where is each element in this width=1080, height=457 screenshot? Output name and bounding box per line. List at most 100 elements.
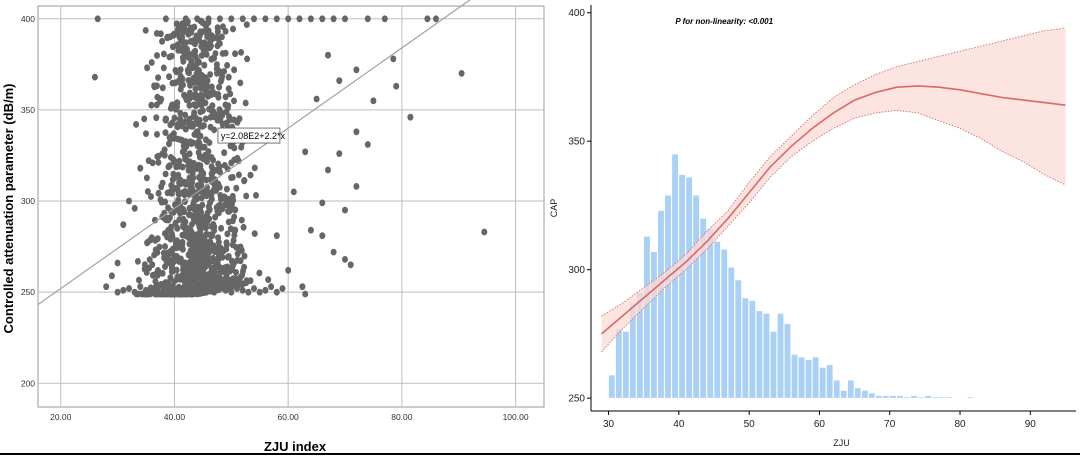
data-point bbox=[186, 69, 192, 77]
data-point bbox=[217, 77, 224, 85]
data-point bbox=[225, 195, 232, 203]
data-point bbox=[174, 99, 181, 107]
data-point bbox=[155, 189, 162, 197]
data-point bbox=[208, 55, 215, 63]
data-point bbox=[181, 178, 188, 186]
data-point bbox=[114, 288, 121, 296]
data-point bbox=[175, 207, 182, 214]
data-point bbox=[159, 269, 166, 277]
data-point bbox=[197, 108, 204, 116]
data-point bbox=[364, 141, 371, 148]
data-point bbox=[236, 245, 243, 252]
data-point bbox=[243, 21, 250, 28]
data-point bbox=[171, 278, 178, 286]
data-point bbox=[235, 279, 242, 287]
data-point bbox=[211, 266, 218, 274]
data-point bbox=[176, 162, 183, 170]
data-point bbox=[184, 231, 191, 239]
data-point bbox=[273, 288, 280, 296]
data-point bbox=[251, 230, 258, 238]
y-axis-title: CAP bbox=[549, 199, 559, 218]
data-point bbox=[208, 83, 215, 91]
histogram-bar bbox=[678, 174, 686, 399]
nonlinearity-annotation: P for non-linearity: <0.001 bbox=[675, 17, 773, 26]
data-point bbox=[157, 196, 164, 204]
data-point bbox=[230, 237, 237, 244]
data-point bbox=[212, 50, 219, 57]
data-point bbox=[154, 52, 160, 59]
data-point bbox=[185, 77, 192, 84]
x-tick-label: 40 bbox=[673, 419, 685, 430]
data-point bbox=[238, 216, 245, 224]
histogram-bar bbox=[776, 313, 785, 399]
data-point bbox=[219, 268, 226, 275]
data-point bbox=[225, 85, 232, 93]
histogram-bar bbox=[847, 379, 855, 399]
histogram-bar bbox=[762, 313, 770, 399]
histogram-bar bbox=[931, 396, 939, 399]
data-point bbox=[154, 131, 160, 138]
data-point bbox=[232, 206, 239, 214]
data-point bbox=[209, 35, 216, 43]
data-point bbox=[153, 30, 160, 37]
data-point bbox=[185, 190, 192, 198]
data-point bbox=[154, 235, 161, 243]
data-point bbox=[231, 116, 237, 124]
histogram-bar bbox=[1022, 397, 1031, 399]
data-point bbox=[201, 61, 208, 69]
data-point bbox=[241, 177, 248, 185]
data-point bbox=[162, 243, 168, 250]
data-point bbox=[226, 282, 233, 290]
data-point bbox=[189, 230, 196, 238]
histogram-bar bbox=[889, 395, 897, 399]
data-point bbox=[168, 223, 175, 231]
histogram-bar bbox=[608, 374, 616, 399]
histogram-bar bbox=[706, 228, 714, 399]
data-point bbox=[251, 285, 257, 292]
data-point bbox=[190, 113, 197, 120]
data-point bbox=[234, 285, 240, 292]
data-point bbox=[265, 276, 272, 283]
data-point bbox=[192, 40, 198, 48]
data-point bbox=[207, 71, 214, 78]
spline-line bbox=[600, 85, 1066, 335]
data-point bbox=[180, 142, 187, 150]
histogram-bar bbox=[987, 397, 995, 399]
data-point bbox=[162, 129, 169, 137]
data-point bbox=[168, 182, 175, 189]
data-point bbox=[302, 290, 309, 298]
data-point bbox=[200, 81, 207, 89]
spline-chart: 30 40 50 60 70 80 90 250 300 350 400 ZJU CAP P for no… bbox=[549, 5, 1076, 448]
data-point bbox=[152, 278, 159, 285]
histogram-bar bbox=[812, 356, 820, 399]
data-point bbox=[238, 143, 245, 151]
histogram-bar bbox=[615, 328, 623, 399]
data-point bbox=[251, 15, 257, 23]
data-point bbox=[169, 231, 176, 239]
equation-box bbox=[217, 127, 281, 144]
data-point bbox=[224, 104, 231, 112]
data-point bbox=[166, 53, 173, 61]
data-point bbox=[152, 216, 158, 224]
data-point bbox=[191, 245, 198, 253]
data-point bbox=[481, 228, 488, 236]
histogram-bar bbox=[748, 300, 756, 399]
data-point bbox=[172, 67, 179, 74]
data-point bbox=[177, 109, 184, 117]
data-point bbox=[191, 78, 198, 86]
data-point bbox=[191, 205, 198, 213]
data-point bbox=[262, 286, 269, 294]
data-point bbox=[175, 47, 182, 54]
data-point bbox=[175, 77, 182, 85]
x-axis-title: ZJU bbox=[833, 438, 850, 448]
data-point bbox=[237, 274, 244, 281]
data-point bbox=[330, 248, 337, 256]
data-point bbox=[120, 221, 127, 229]
data-point bbox=[336, 77, 343, 85]
data-point bbox=[198, 215, 204, 223]
data-point bbox=[144, 64, 151, 72]
histogram-bar bbox=[833, 379, 841, 399]
data-point bbox=[194, 131, 201, 139]
histogram-bar bbox=[769, 331, 777, 399]
data-point bbox=[231, 66, 238, 74]
